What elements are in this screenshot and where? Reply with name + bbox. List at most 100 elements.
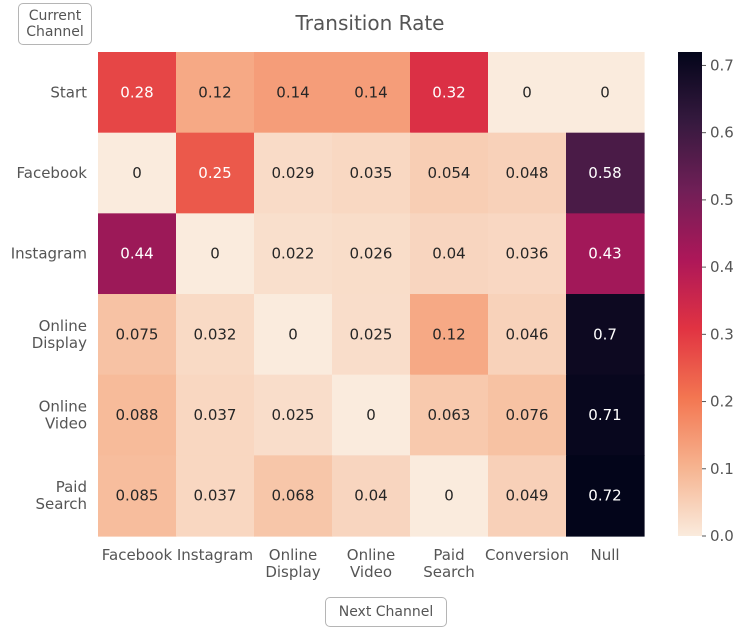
heatmap-cell-online-display-paid-search — [410, 294, 489, 376]
heatmap-cell-facebook-online-display — [254, 132, 333, 214]
heatmap-cell-online-display-online-display — [254, 294, 333, 376]
y-axis-tick-labels: Start Facebook Instagram Online Display Onlin… — [11, 83, 88, 513]
heatmap-cell-online-display-null — [566, 294, 645, 376]
heatmap-cell-online-display-conversion — [488, 294, 567, 376]
colorbar — [678, 52, 702, 536]
heatmap-cell-paid-search-online-display — [254, 455, 333, 537]
cell-value-label: 0.14 — [276, 83, 309, 101]
heatmap-cell-online-video-paid-search — [410, 374, 489, 456]
cell-value-label: 0.025 — [272, 406, 315, 424]
heatmap-cell-instagram-online-display — [254, 213, 333, 295]
cell-value-label: 0.43 — [588, 245, 621, 263]
heatmap-cell-online-display-facebook — [98, 294, 177, 376]
cell-value-label: 0.035 — [350, 164, 393, 182]
cell-value-label: 0.026 — [350, 245, 393, 263]
cell-value-label: 0.088 — [116, 406, 159, 424]
heatmap-cell-online-video-null — [566, 374, 645, 456]
heatmap-cell-paid-search-online-video — [332, 455, 411, 537]
chart-title: Transition Rate — [295, 11, 445, 35]
cell-value-label: 0 — [366, 406, 376, 424]
cell-value-label: 0.032 — [194, 325, 237, 343]
cell-value-label: 0.04 — [432, 245, 465, 263]
cell-value-label: 0.71 — [588, 406, 621, 424]
colorbar-tick-label: 0.3 — [710, 325, 734, 343]
heatmap-cell-instagram-facebook — [98, 213, 177, 295]
heatmap-cell-online-video-facebook — [98, 374, 177, 456]
cell-value-label: 0.029 — [272, 164, 315, 182]
heatmap-cell-start-paid-search — [410, 52, 489, 134]
cell-value-label: 0 — [600, 83, 610, 101]
cell-value-label: 0.12 — [432, 325, 465, 343]
colorbar-tick-label: 0.0 — [710, 527, 734, 545]
heatmap-cell-facebook-facebook — [98, 132, 177, 214]
heatmap-cell-start-instagram — [176, 52, 255, 134]
colorbar-tick-label: 0.5 — [710, 191, 734, 209]
y-tick-facebook: Facebook — [17, 164, 88, 182]
cell-value-label: 0.25 — [198, 164, 231, 182]
heatmap-cell-online-display-instagram — [176, 294, 255, 376]
cell-value-label: 0.036 — [506, 245, 549, 263]
heatmap-cell-online-display-online-video — [332, 294, 411, 376]
cell-value-label: 0.085 — [116, 487, 159, 505]
heatmap-cell-start-conversion — [488, 52, 567, 134]
y-tick-instagram: Instagram — [11, 245, 87, 263]
heatmap-cell-online-video-online-video — [332, 374, 411, 456]
x-tick-instagram: Instagram — [177, 546, 253, 564]
colorbar-tick-label: 0.4 — [710, 258, 734, 276]
cell-value-label: 0.063 — [428, 406, 471, 424]
heatmap-cell-instagram-conversion — [488, 213, 567, 295]
colorbar-tick-labels: 0.0 0.1 0.2 0.3 0.4 0.5 0.6 0.7 — [702, 56, 734, 545]
heatmap-cell-paid-search-instagram — [176, 455, 255, 537]
heatmap-cell-start-online-video — [332, 52, 411, 134]
y-tick-online-display: Online Display — [32, 317, 87, 352]
cell-value-label: 0 — [444, 487, 454, 505]
cell-value-label: 0.72 — [588, 487, 621, 505]
cell-value-label: 0 — [522, 83, 532, 101]
heatmap-cell-labels: 0.28 0.12 0.14 0.14 0.32 0 0 0 0.25 0.029 0.035 0.0… — [116, 83, 622, 504]
heatmap-cell-instagram-instagram — [176, 213, 255, 295]
y-tick-start: Start — [50, 83, 87, 101]
heatmap-cell-online-video-online-display — [254, 374, 333, 456]
cell-value-label: 0.037 — [194, 487, 237, 505]
heatmap-cell-start-null — [566, 52, 645, 134]
heatmap-cell-paid-search-conversion — [488, 455, 567, 537]
cell-value-label: 0.054 — [428, 164, 471, 182]
cell-value-label: 0.037 — [194, 406, 237, 424]
y-tick-paid-search: Paid Search — [35, 478, 87, 513]
colorbar-tick-label: 0.7 — [710, 56, 734, 74]
cell-value-label: 0.076 — [506, 406, 549, 424]
colorbar-tick-label: 0.6 — [710, 124, 734, 142]
cell-value-label: 0.04 — [354, 487, 387, 505]
y-tick-online-video: Online Video — [39, 398, 87, 433]
cell-value-label: 0.075 — [116, 325, 159, 343]
heatmap-cell-paid-search-paid-search — [410, 455, 489, 537]
heatmap-cell-facebook-instagram — [176, 132, 255, 214]
heatmap-cell-facebook-null — [566, 132, 645, 214]
x-tick-paid-search: Paid Search — [423, 546, 475, 581]
x-axis-label: Next Channel — [325, 597, 447, 627]
cell-value-label: 0.12 — [198, 83, 231, 101]
x-axis-tick-labels: Facebook Instagram Online Display Online Vide… — [102, 546, 620, 581]
y-axis-label: Current Channel — [18, 3, 92, 45]
cell-value-label: 0.048 — [506, 164, 549, 182]
cell-value-label: 0 — [210, 245, 220, 263]
heatmap-cell-paid-search-null — [566, 455, 645, 537]
cell-value-label: 0 — [288, 325, 298, 343]
heatmap-cell-instagram-online-video — [332, 213, 411, 295]
x-tick-facebook: Facebook — [102, 546, 173, 564]
heatmap-cells — [98, 52, 645, 537]
cell-value-label: 0.58 — [588, 164, 621, 182]
cell-value-label: 0.025 — [350, 325, 393, 343]
x-tick-null: Null — [590, 546, 619, 564]
cell-value-label: 0.049 — [506, 487, 549, 505]
cell-value-label: 0.046 — [506, 325, 549, 343]
colorbar-tick-label: 0.2 — [710, 393, 734, 411]
x-tick-online-display: Online Display — [265, 546, 320, 581]
heatmap-cell-online-video-conversion — [488, 374, 567, 456]
heatmap-cell-paid-search-facebook — [98, 455, 177, 537]
cell-value-label: 0.28 — [120, 83, 153, 101]
cell-value-label: 0.7 — [593, 325, 617, 343]
cell-value-label: 0 — [132, 164, 142, 182]
heatmap-cell-start-facebook — [98, 52, 177, 134]
